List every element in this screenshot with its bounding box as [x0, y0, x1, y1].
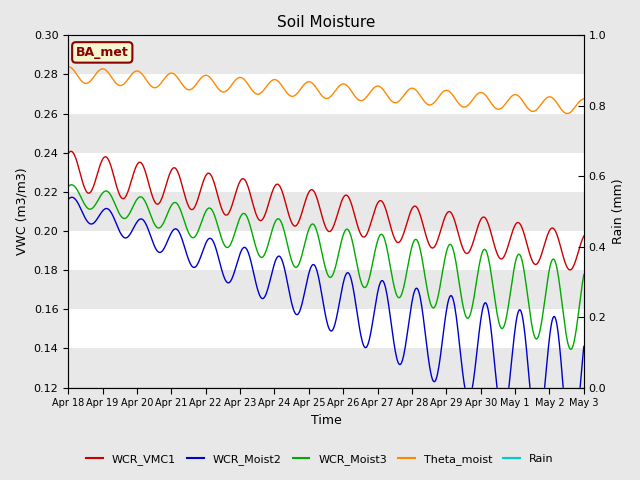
X-axis label: Time: Time [310, 414, 341, 427]
Bar [68, 36, 584, 74]
Bar [68, 348, 584, 388]
Bar [68, 270, 584, 309]
Bar [68, 114, 584, 153]
Bar [68, 192, 584, 231]
Legend: WCR_VMC1, WCR_Moist2, WCR_Moist3, Theta_moist, Rain: WCR_VMC1, WCR_Moist2, WCR_Moist3, Theta_… [82, 450, 558, 469]
Title: Soil Moisture: Soil Moisture [277, 15, 375, 30]
Text: BA_met: BA_met [76, 46, 129, 59]
Y-axis label: Rain (mm): Rain (mm) [612, 179, 625, 244]
Y-axis label: VWC (m3/m3): VWC (m3/m3) [15, 168, 28, 255]
